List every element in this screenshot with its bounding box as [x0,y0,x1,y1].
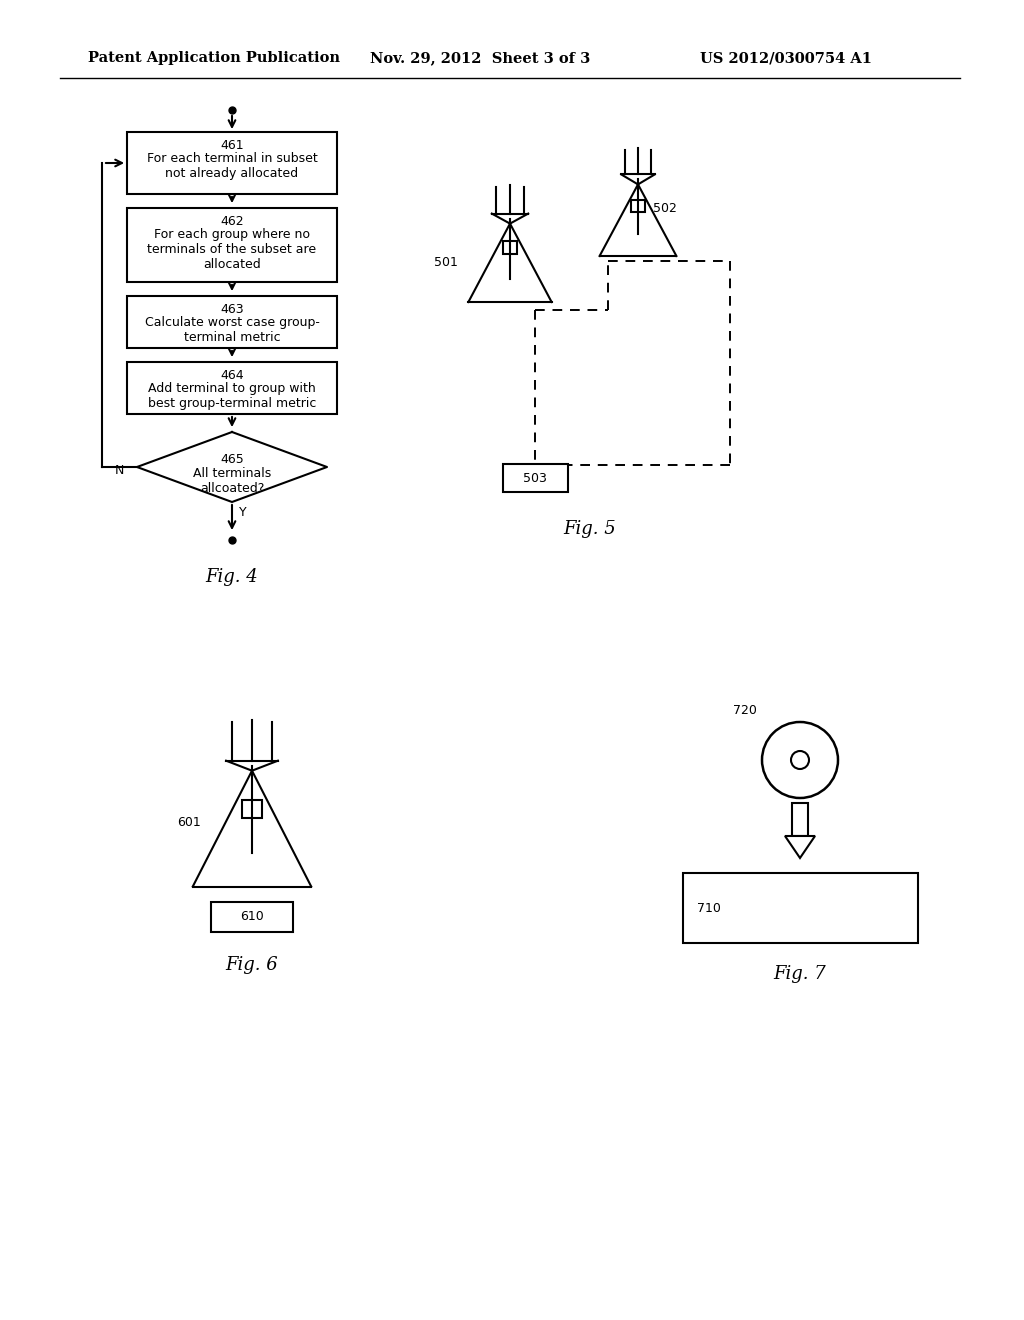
Text: 464: 464 [220,370,244,381]
Bar [127,132,337,194]
Bar [503,465,567,492]
Text: 501: 501 [434,256,458,269]
Text: Calculate worst case group-
terminal metric: Calculate worst case group- terminal met… [144,315,319,345]
Circle shape [791,751,809,770]
Text: 465: 465 [220,453,244,466]
Bar [127,362,337,414]
Text: For each group where no
terminals of the subset are
allocated: For each group where no terminals of the… [147,228,316,271]
Text: N: N [115,463,124,477]
Polygon shape [137,432,327,502]
Text: 720: 720 [733,704,757,717]
Text: Nov. 29, 2012  Sheet 3 of 3: Nov. 29, 2012 Sheet 3 of 3 [370,51,590,65]
Bar [792,803,808,836]
Text: Fig. 4: Fig. 4 [206,568,258,586]
Text: 710: 710 [696,902,720,915]
Text: Fig. 7: Fig. 7 [773,965,826,983]
Text: 462: 462 [220,215,244,228]
Text: Add terminal to group with
best group-terminal metric: Add terminal to group with best group-te… [147,381,316,411]
Bar [127,296,337,348]
Bar [127,209,337,282]
Bar [503,242,517,253]
Text: Fig. 5: Fig. 5 [563,520,616,539]
Text: 503: 503 [523,471,547,484]
Text: Patent Application Publication: Patent Application Publication [88,51,340,65]
Bar [242,800,262,818]
Text: All terminals
allcoated?: All terminals allcoated? [193,467,271,495]
Text: 610: 610 [240,909,264,923]
Bar [631,199,645,211]
Text: 463: 463 [220,304,244,315]
Text: 601: 601 [177,816,201,829]
Text: US 2012/0300754 A1: US 2012/0300754 A1 [700,51,872,65]
Text: Y: Y [239,506,247,519]
Bar [683,873,918,942]
Bar [211,902,293,932]
Circle shape [762,722,838,799]
Text: 461: 461 [220,139,244,152]
Text: For each terminal in subset
not already allocated: For each terminal in subset not already … [146,152,317,180]
Polygon shape [785,836,815,858]
Text: 502: 502 [653,202,677,215]
Text: Fig. 6: Fig. 6 [225,957,279,974]
